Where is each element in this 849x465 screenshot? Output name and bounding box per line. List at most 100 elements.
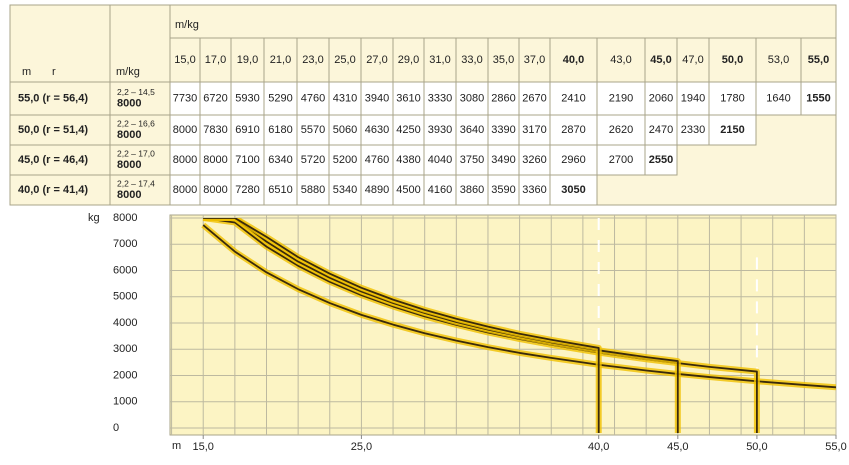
cell (199, 174, 232, 206)
row-label: 55,0 (r = 56,4) (18, 92, 88, 104)
cell-value: 1640 (766, 92, 790, 104)
cell-value: 2410 (561, 92, 585, 104)
cell-value: 4760 (301, 92, 325, 104)
y-axis-label: kg (88, 212, 100, 224)
cell-value: 4500 (396, 184, 420, 196)
row-range: 2,2 – 17,0 (117, 148, 155, 158)
cell (169, 144, 201, 176)
row-max: 8000 (117, 129, 141, 141)
cell-value: 4890 (365, 184, 389, 196)
x-tick-label: 55,0 (825, 441, 846, 453)
cell-value: 2860 (491, 92, 515, 104)
cell-value: 2870 (561, 124, 585, 136)
cell-value: 3260 (522, 154, 546, 166)
cell-value: 1780 (720, 92, 744, 104)
cell-value: 2700 (609, 154, 633, 166)
cell-value: 3050 (561, 184, 585, 196)
row-label: 45,0 (r = 46,4) (18, 154, 88, 166)
cell-value: 4310 (333, 92, 357, 104)
column-header: 19,0 (237, 54, 258, 66)
column-header: 37,0 (524, 54, 545, 66)
row-max: 8000 (117, 97, 141, 109)
column-header: 23,0 (302, 54, 323, 66)
column-header: 40,0 (563, 54, 584, 66)
column-header: 27,0 (366, 54, 387, 66)
cell-value: 7100 (235, 154, 259, 166)
row-range: 2,2 – 17,4 (117, 178, 155, 188)
cell-value: 3590 (491, 184, 515, 196)
cell (360, 174, 394, 206)
cell (199, 114, 232, 146)
cell (549, 81, 598, 116)
row-range: 2,2 – 16,6 (117, 118, 155, 128)
cell-value: 5200 (333, 154, 357, 166)
x-tick-label: 50,0 (746, 441, 767, 453)
y-tick-label: 2000 (113, 369, 137, 381)
cell (596, 144, 646, 176)
cell-value: 6340 (268, 154, 292, 166)
y-tick-label: 0 (113, 422, 119, 434)
cell (644, 114, 678, 146)
cell (455, 174, 489, 206)
cell (518, 144, 551, 176)
column-header: 25,0 (334, 54, 355, 66)
cell (708, 81, 757, 116)
cell (676, 114, 710, 146)
cell-value: 8000 (203, 184, 227, 196)
y-tick-label: 7000 (113, 238, 137, 250)
cell-value: 6910 (235, 124, 259, 136)
cell (755, 81, 802, 116)
y-tick-label: 4000 (113, 317, 137, 329)
cell (296, 174, 330, 206)
cell (549, 174, 598, 206)
cell-value: 7730 (173, 92, 197, 104)
cell-value: 4380 (396, 154, 420, 166)
cell-value: 3360 (522, 184, 546, 196)
cell-value: 7280 (235, 184, 259, 196)
cell-value: 3860 (460, 184, 484, 196)
cell-value: 3940 (365, 92, 389, 104)
cell-value: 2620 (609, 124, 633, 136)
cell-value: 6510 (268, 184, 292, 196)
column-header: 15,0 (174, 54, 195, 66)
cell-value: 4040 (428, 154, 452, 166)
column-header: 31,0 (429, 54, 450, 66)
y-tick-label: 8000 (113, 212, 137, 224)
cell (296, 144, 330, 176)
column-header: 47,0 (682, 54, 703, 66)
cell (644, 144, 678, 176)
cell (455, 144, 489, 176)
cell-value: 6720 (203, 92, 227, 104)
cell-value: 5060 (333, 124, 357, 136)
cell-value: 8000 (173, 124, 197, 136)
cell-value: 3080 (460, 92, 484, 104)
cell-value: 1940 (681, 92, 705, 104)
cell-value: 5340 (333, 184, 357, 196)
cell (487, 81, 520, 116)
cell-value: 3490 (491, 154, 515, 166)
cell-value: 2470 (649, 124, 673, 136)
cell-value: 4250 (396, 124, 420, 136)
cell-value: 8000 (173, 184, 197, 196)
cell-value: 2060 (649, 92, 673, 104)
top-header: m/kg (175, 19, 199, 31)
column-header: 33,0 (461, 54, 482, 66)
row-max: 8000 (117, 159, 141, 171)
curves (201, 218, 836, 433)
cell (392, 81, 425, 116)
cell-value: 2150 (720, 124, 744, 136)
y-tick-label: 5000 (113, 291, 137, 303)
x-axis-label: m (172, 440, 181, 452)
row-range: 2,2 – 14,5 (117, 87, 155, 97)
column-header: 17,0 (205, 54, 226, 66)
load-curve (203, 218, 600, 433)
corner-unit: m/kg (116, 66, 140, 78)
cell-value: 8000 (173, 154, 197, 166)
cell (328, 144, 362, 176)
cell (230, 114, 265, 146)
row-label: 50,0 (r = 51,4) (18, 124, 88, 136)
cell-value: 5930 (235, 92, 259, 104)
cell (708, 114, 757, 146)
column-header: 45,0 (650, 54, 671, 66)
